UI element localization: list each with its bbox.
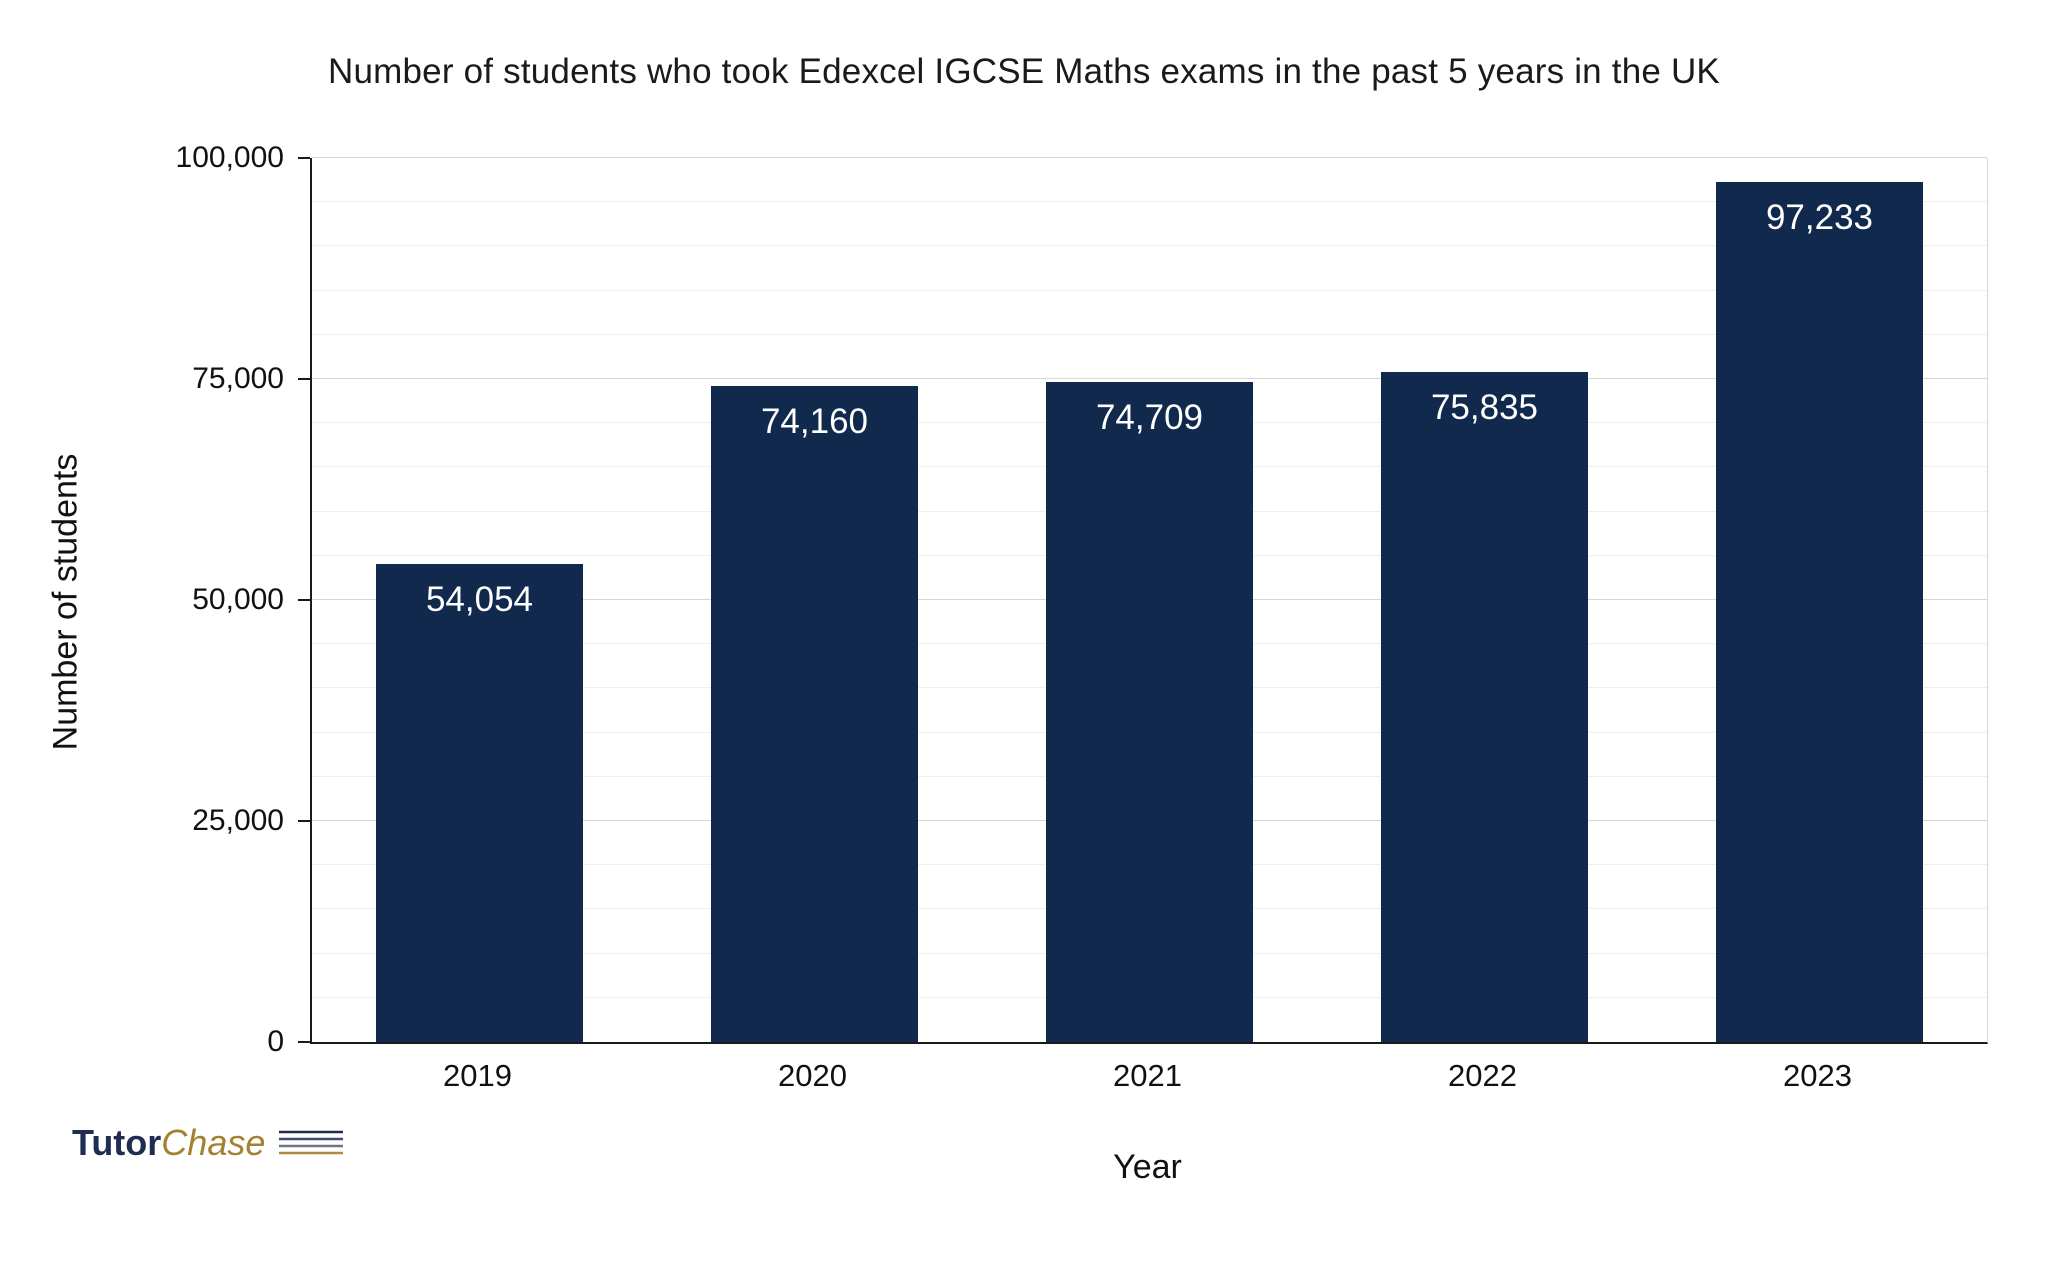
bar-value-label: 74,160 <box>760 402 869 442</box>
bar-value-label: 75,835 <box>1430 387 1539 427</box>
y-tick-mark <box>298 1041 310 1043</box>
bar-slot: 97,233 <box>1652 158 1987 1042</box>
x-tick-label: 2023 <box>1783 1058 1852 1093</box>
x-tick-label: 2021 <box>1113 1058 1182 1093</box>
y-tick-label: 100,000 <box>175 141 284 174</box>
y-tick-label: 0 <box>267 1025 284 1058</box>
y-axis-ticks: 0 25,000 50,000 75,000 100,000 <box>0 141 284 1058</box>
bar-value-label: 54,054 <box>425 580 534 620</box>
bar-2020: 74,160 <box>710 386 919 1042</box>
logo-text-chase: Chase <box>161 1122 266 1163</box>
x-tick-label: 2020 <box>778 1058 847 1093</box>
bar-slot: 74,709 <box>982 158 1317 1042</box>
y-tick-label: 75,000 <box>192 362 284 395</box>
bar-value-label: 97,233 <box>1765 198 1874 238</box>
bar-slot: 74,160 <box>647 158 982 1042</box>
y-tick-label: 50,000 <box>192 583 284 616</box>
bar-2023: 97,233 <box>1715 182 1924 1042</box>
x-axis-title: Year <box>1113 1148 1182 1186</box>
x-tick-label: 2019 <box>443 1058 512 1093</box>
chart-title: Number of students who took Edexcel IGCS… <box>328 52 1720 91</box>
logo-text-tutor: Tutor <box>72 1122 162 1163</box>
bar-2022: 75,835 <box>1380 371 1589 1042</box>
plot-area: 54,054 74,160 74,709 75,835 97,233 <box>298 157 1988 1044</box>
y-tick-mark <box>298 599 310 601</box>
y-tick-mark <box>298 157 310 159</box>
x-tick-label: 2022 <box>1448 1058 1517 1093</box>
bar-2021: 74,709 <box>1045 381 1254 1042</box>
x-axis-ticks: 2019 2020 2021 2022 2023 <box>310 1058 1985 1094</box>
bar-slot: 54,054 <box>312 158 647 1042</box>
bar-value-label: 74,709 <box>1095 397 1204 437</box>
bars: 54,054 74,160 74,709 75,835 97,233 <box>312 158 1987 1042</box>
tutorchase-logo: Tutor Chase <box>72 1122 347 1164</box>
y-tick-label: 25,000 <box>192 804 284 837</box>
y-tick-mark <box>298 378 310 380</box>
y-tick-mark <box>298 820 310 822</box>
bar-2019: 54,054 <box>375 564 584 1042</box>
logo-speed-lines-icon <box>279 1130 344 1155</box>
bar-slot: 75,835 <box>1317 158 1652 1042</box>
